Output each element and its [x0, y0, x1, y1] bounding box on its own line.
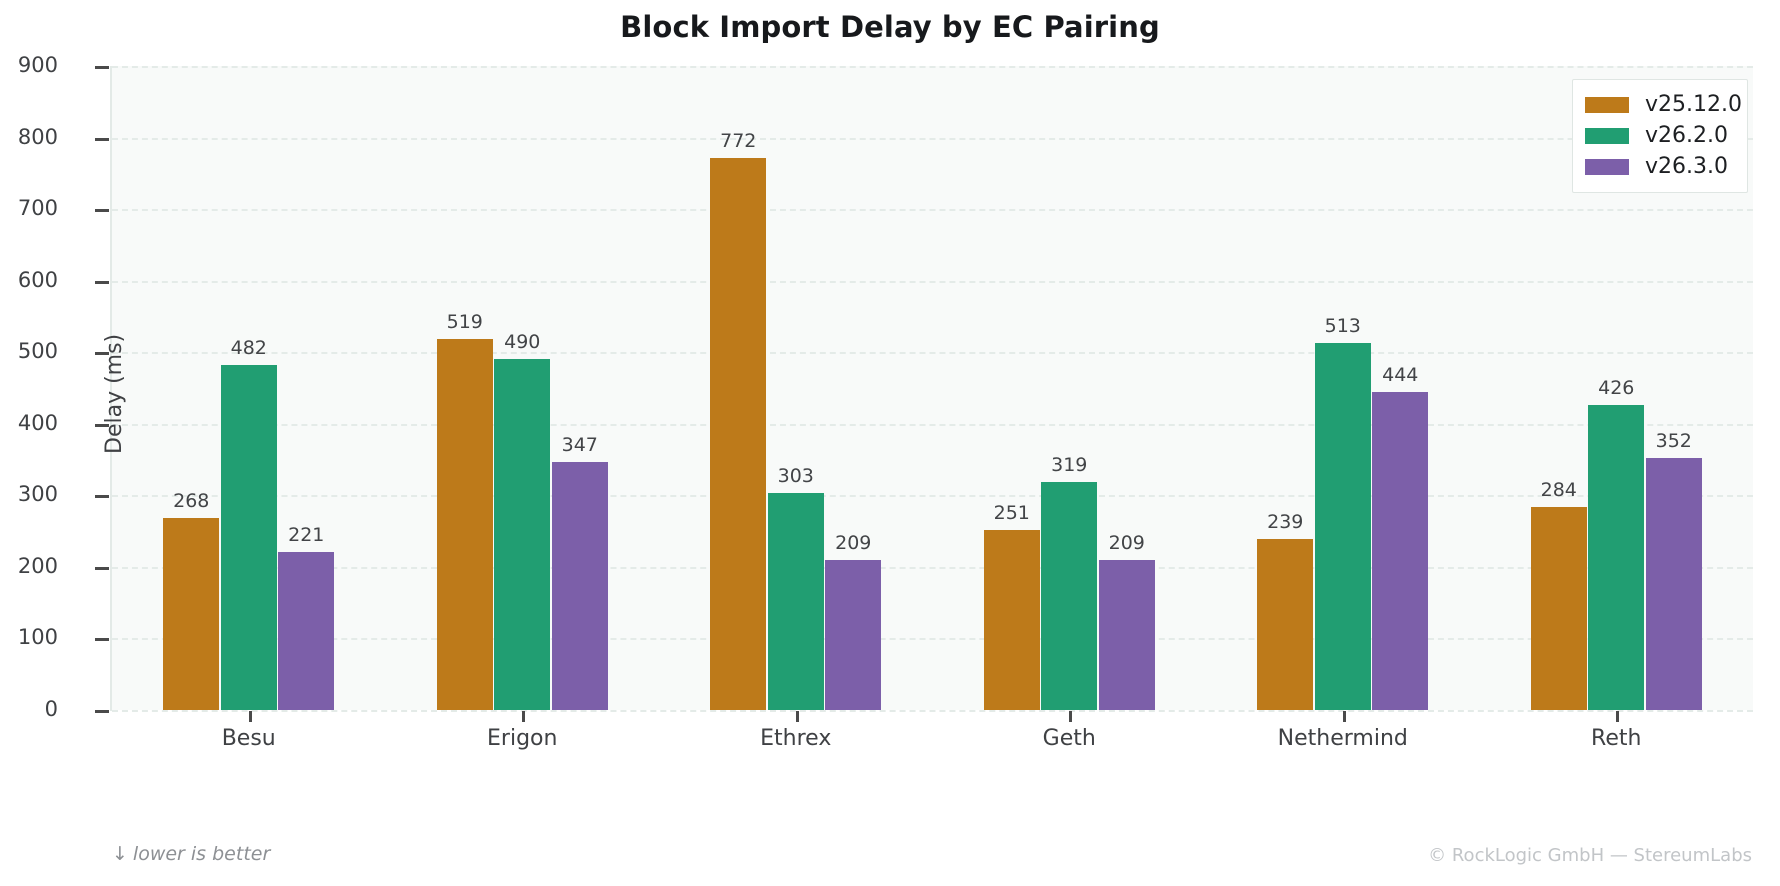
copyright-notice: © RockLogic GmbH — StereumLabs — [1428, 845, 1752, 866]
bar[interactable] — [1530, 506, 1587, 710]
gridline — [112, 137, 1753, 140]
x-tick-label-geth: Geth — [1042, 726, 1096, 751]
bar-value-label: 772 — [720, 129, 757, 152]
bar[interactable] — [1645, 458, 1702, 710]
legend-swatch-icon — [1585, 158, 1629, 175]
bar[interactable] — [825, 560, 882, 710]
x-tick-label-nethermind: Nethermind — [1277, 726, 1408, 751]
gridline — [112, 280, 1753, 283]
down-arrow-icon: ↓ — [112, 843, 128, 865]
bar-value-label: 303 — [777, 465, 814, 488]
gridline — [112, 495, 1753, 498]
legend-label: v26.3.0 — [1645, 154, 1728, 179]
x-tick-mark — [1342, 711, 1346, 722]
x-tick-mark — [1616, 711, 1620, 722]
bar[interactable] — [983, 530, 1040, 710]
legend-item-v26.2.0[interactable]: v26.2.0 — [1585, 120, 1735, 151]
x-tick-mark — [522, 711, 526, 722]
y-tick-mark — [95, 495, 109, 499]
bar-value-label: 268 — [173, 490, 210, 513]
bar-value-label: 347 — [561, 433, 598, 456]
y-tick-label: 0 — [44, 697, 58, 721]
y-tick-mark — [95, 66, 109, 69]
y-tick-label: 200 — [17, 553, 58, 578]
legend-label: v25.12.0 — [1645, 92, 1742, 117]
chart-legend[interactable]: v25.12.0 v26.2.0 v26.3.0 — [1572, 79, 1748, 193]
bar[interactable] — [710, 157, 767, 710]
y-tick-label: 300 — [17, 482, 58, 507]
bar-value-label: 444 — [1382, 364, 1419, 387]
bar-value-label: 251 — [993, 502, 1030, 525]
bar[interactable] — [436, 338, 493, 710]
y-tick-label: 100 — [17, 625, 58, 650]
x-tick-mark — [248, 711, 252, 722]
bar-value-label: 221 — [288, 523, 325, 546]
bar-value-label: 239 — [1267, 510, 1304, 533]
y-tick-label: 600 — [17, 267, 58, 292]
y-tick-label: 900 — [17, 53, 58, 77]
x-tick-label-ethrex: Ethrex — [760, 726, 832, 751]
gridline — [112, 566, 1753, 569]
bar[interactable] — [1257, 538, 1314, 710]
lower-is-better-text: lower is better — [132, 843, 271, 865]
bar[interactable] — [494, 359, 551, 710]
bar-value-label: 482 — [230, 337, 267, 360]
legend-label: v26.2.0 — [1645, 123, 1728, 148]
y-tick-label: 400 — [17, 410, 58, 435]
y-tick-label: 800 — [17, 124, 58, 149]
x-tick-mark — [1069, 711, 1073, 722]
chart-title: Block Import Delay by EC Pairing — [620, 10, 1160, 44]
bar[interactable] — [1041, 481, 1098, 710]
legend-swatch-icon — [1585, 127, 1629, 144]
bar[interactable] — [1372, 392, 1429, 710]
x-tick-label-besu: Besu — [221, 726, 276, 751]
y-tick-label: 700 — [17, 196, 58, 221]
bar-value-label: 426 — [1598, 377, 1635, 400]
bar[interactable] — [220, 365, 277, 710]
bar-value-label: 513 — [1324, 314, 1361, 337]
y-tick-mark — [95, 280, 109, 284]
y-tick-mark — [95, 137, 109, 141]
bar[interactable] — [1588, 405, 1645, 710]
bar-value-label: 284 — [1540, 478, 1577, 501]
bar[interactable] — [551, 461, 608, 710]
y-tick-mark — [95, 209, 109, 213]
y-tick-mark — [95, 710, 109, 713]
y-tick-mark — [95, 352, 109, 356]
gridline — [112, 423, 1753, 426]
gridline — [112, 710, 1753, 712]
bar-value-label: 209 — [1108, 532, 1145, 555]
plot-area: 0 100 200 300 400 500 600 700 800 900 Delay (ms) … — [18, 53, 1753, 721]
x-tick-label-erigon: Erigon — [487, 726, 558, 751]
y-axis-spine — [110, 66, 113, 711]
bar[interactable] — [1098, 560, 1155, 710]
bar[interactable] — [1314, 342, 1371, 710]
legend-item-v25.12.0[interactable]: v25.12.0 — [1585, 89, 1742, 120]
lower-is-better-note: ↓ lower is better — [112, 843, 270, 865]
bar[interactable] — [767, 493, 824, 710]
y-tick-mark — [95, 638, 109, 642]
gridline — [112, 638, 1753, 641]
bar-value-label: 519 — [446, 310, 483, 333]
y-tick-mark — [95, 423, 109, 427]
gridline — [112, 66, 1753, 68]
bar[interactable] — [278, 551, 335, 710]
y-tick-mark — [95, 566, 109, 570]
y-axis-title: Delay (ms) — [102, 333, 127, 454]
bar-value-label: 352 — [1655, 430, 1692, 453]
legend-item-v26.3.0[interactable]: v26.3.0 — [1585, 151, 1735, 182]
y-tick-label: 500 — [17, 339, 58, 364]
x-tick-mark — [795, 711, 799, 722]
gridline — [112, 209, 1753, 212]
gridline — [112, 352, 1753, 355]
x-tick-label-reth: Reth — [1591, 726, 1642, 751]
bar-value-label: 209 — [835, 532, 872, 555]
bar-value-label: 490 — [504, 331, 541, 354]
bar[interactable] — [163, 518, 220, 710]
bar-value-label: 319 — [1051, 453, 1088, 476]
legend-swatch-icon — [1585, 96, 1629, 113]
